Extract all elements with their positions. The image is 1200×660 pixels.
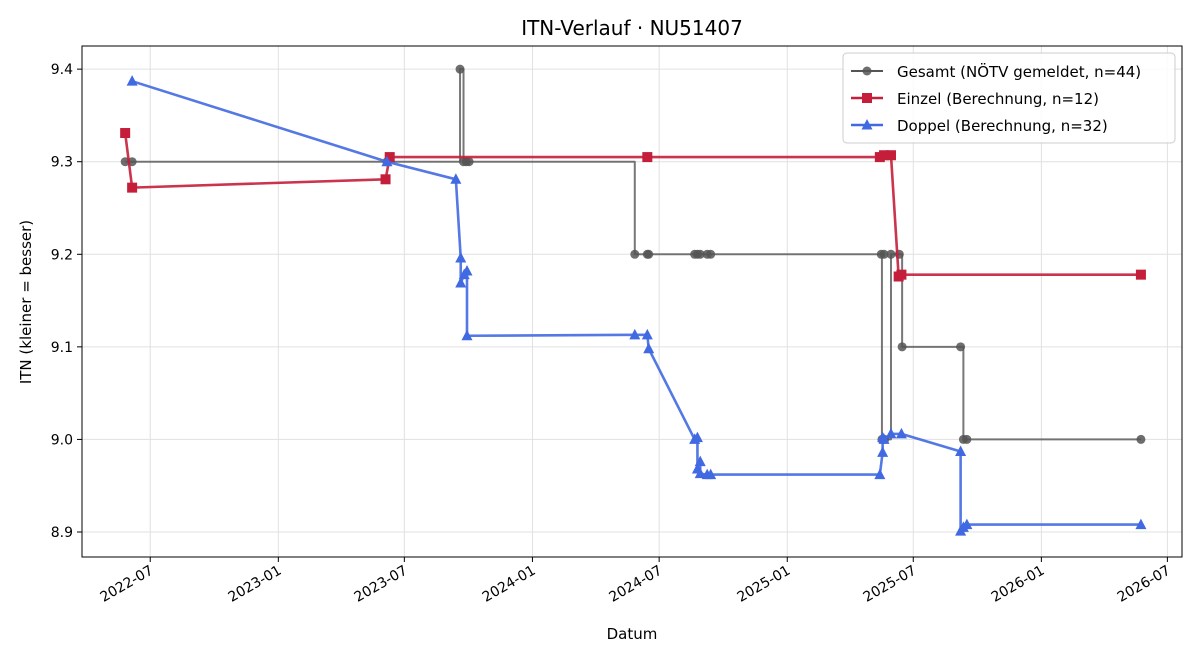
series-3 — [126, 75, 1147, 536]
y-tick-label: 9.4 — [51, 62, 73, 78]
series-3-point — [1135, 518, 1147, 530]
series-1-point — [962, 434, 972, 444]
series-3-point — [643, 342, 655, 354]
series-1-point — [455, 64, 465, 74]
x-tick-label: 2023-07 — [352, 563, 411, 606]
series-2-point — [384, 152, 395, 163]
x-tick-label: 2026-01 — [989, 563, 1048, 606]
series-1-point — [1136, 434, 1146, 444]
series-1-point — [956, 342, 966, 352]
legend-label-3: Doppel (Berechnung, n=32) — [897, 117, 1108, 135]
series-1-point — [897, 342, 907, 352]
series-3-point — [878, 433, 890, 444]
series-3-point — [455, 276, 467, 288]
series-3-point — [961, 518, 973, 530]
series-2 — [120, 128, 1146, 282]
series-3-point — [694, 455, 706, 467]
y-axis-label: ITN (kleiner = besser) — [17, 220, 35, 384]
y-tick-label: 8.9 — [51, 525, 73, 541]
series-2-point — [120, 128, 131, 139]
series-3-point — [691, 431, 703, 443]
x-tick-label: 2022-07 — [98, 563, 157, 606]
series-3-point — [381, 155, 393, 167]
series-3-point — [126, 75, 138, 86]
x-tick-label: 2025-01 — [735, 563, 794, 606]
legend-label-2: Einzel (Berechnung, n=12) — [897, 90, 1099, 108]
y-tick-label: 9.1 — [51, 340, 73, 356]
series-3-point — [455, 251, 467, 263]
x-axis-label: Datum — [607, 625, 658, 643]
series-2-point — [896, 269, 907, 280]
legend-label-1: Gesamt (NÖTV gemeldet, n=44) — [897, 62, 1141, 81]
series-3-point — [705, 468, 717, 480]
series-2-point — [642, 152, 653, 163]
legend-marker-2 — [862, 93, 872, 103]
series-layer — [120, 64, 1147, 536]
series-3-point — [641, 328, 653, 340]
series-2-point — [885, 150, 896, 161]
series-3-line — [131, 79, 1141, 533]
series-1-point — [886, 249, 896, 259]
series-3-point — [629, 328, 641, 340]
series-1-point — [464, 157, 474, 167]
plot-frame — [81, 45, 1183, 558]
series-2-point — [879, 150, 890, 161]
series-3-point — [694, 467, 706, 479]
series-3-point — [450, 173, 462, 184]
y-tick-label: 9.3 — [51, 155, 73, 171]
x-tick-label: 2025-07 — [861, 563, 920, 606]
series-1-point — [695, 249, 705, 259]
series-2-point — [380, 174, 391, 185]
x-tick-label: 2026-07 — [1115, 563, 1174, 606]
x-tick-label: 2024-07 — [606, 563, 665, 606]
series-3-point — [461, 329, 473, 341]
series-3-point — [955, 445, 967, 456]
series-3-point — [461, 264, 473, 276]
series-2-point — [127, 182, 138, 193]
series-3-point — [877, 446, 889, 457]
y-tick-label: 9.0 — [51, 432, 73, 448]
series-1-point — [630, 249, 640, 259]
y-tick-label: 9.2 — [51, 247, 73, 263]
series-3-point — [895, 427, 907, 439]
series-1-point — [706, 249, 716, 259]
legend-marker-1 — [862, 66, 872, 76]
x-tick-label: 2023-01 — [226, 563, 285, 606]
series-1-point — [644, 249, 654, 259]
series-3-point — [874, 468, 886, 480]
legend: Gesamt (NÖTV gemeldet, n=44) Einzel (Bere… — [842, 52, 1176, 144]
chart-title: ITN-Verlauf · NU51407 — [521, 16, 743, 40]
series-1-point — [879, 249, 889, 259]
legend-box — [842, 52, 1176, 144]
series-3-point — [885, 427, 897, 439]
series-2-point — [1135, 269, 1146, 280]
x-tick-label: 2024-01 — [480, 563, 539, 606]
legend-marker-3 — [861, 119, 873, 130]
